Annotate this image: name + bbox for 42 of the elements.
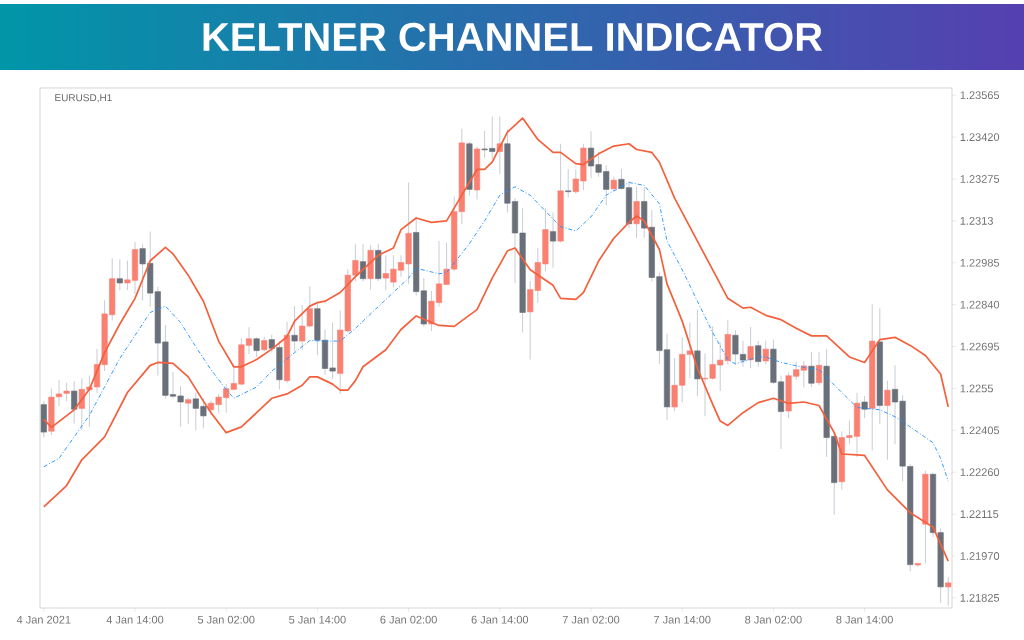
y-tick-label: 1.2313	[960, 217, 993, 225]
y-tick-label: 1.23275	[960, 175, 1000, 183]
x-tick-label: 6 Jan 02:00	[380, 615, 437, 624]
y-tick-label: 1.22840	[960, 300, 1000, 309]
x-tick-label: 6 Jan 14:00	[471, 615, 529, 624]
candlestick	[815, 351, 823, 386]
candlestick	[116, 259, 123, 291]
candlestick	[861, 395, 868, 419]
candlestick	[71, 380, 78, 424]
line-series	[43, 182, 949, 482]
x-tick-label: 8 Jan 02:00	[745, 615, 802, 624]
y-tick-label: 1.22260	[960, 468, 1000, 477]
candlestick	[884, 380, 891, 461]
candlestick	[549, 212, 557, 269]
candlestick	[808, 351, 815, 388]
candlestick	[755, 340, 762, 368]
y-tick-label: 1.22695	[960, 342, 1000, 351]
chart-title: KELTNER CHANNEL INDICATOR	[203, 22, 823, 52]
x-tick-label: 5 Jan 02:00	[197, 615, 255, 624]
y-tick-label: 1.22405	[960, 426, 1000, 435]
candlestick	[565, 168, 572, 198]
y-tick-label: 1.23420	[960, 133, 1000, 141]
y-tick-label: 1.23565	[960, 91, 1000, 100]
x-tick-label: 8 Jan 14:00	[836, 615, 893, 624]
x-tick-label: 7 Jan 02:00	[562, 615, 620, 624]
candlestick	[291, 305, 298, 352]
candlestick	[633, 186, 640, 239]
text: EURUSD,H1	[55, 94, 112, 103]
x-tick-label: 7 Jan 14:00	[654, 615, 711, 624]
y-tick-label: 1.21970	[960, 552, 1000, 560]
candlestick	[762, 339, 769, 365]
x-tick-label: 5 Jan 14:00	[289, 615, 346, 624]
y-tick-label: 1.2255	[960, 384, 993, 393]
candlestick	[945, 576, 952, 607]
x-tick-label: 4 Jan 2021	[16, 615, 71, 624]
candlestick	[747, 326, 754, 369]
x-tick-label: 4 Jan 14:00	[106, 615, 164, 624]
candlestick	[185, 397, 192, 425]
y-tick-label: 1.22115	[960, 510, 999, 519]
y-tick-label: 1.22985	[960, 258, 1000, 267]
candlestick	[359, 243, 367, 283]
y-tick-label: 1.21825	[960, 594, 1000, 602]
